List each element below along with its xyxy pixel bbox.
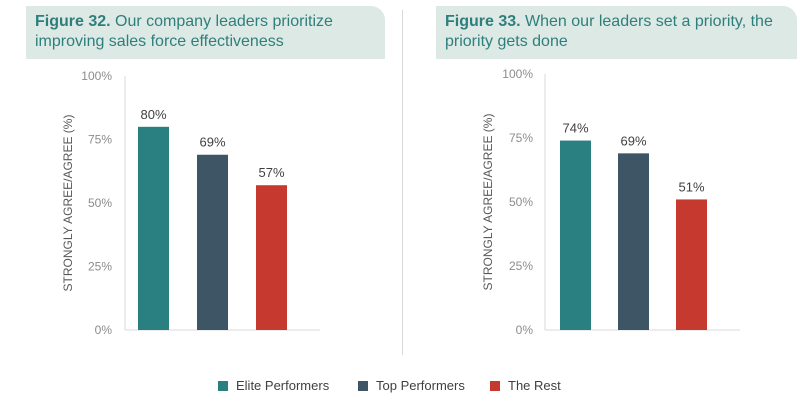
fig33-value-label-1: 74% [562, 121, 588, 136]
fig32-y-axis-label: STRONGLY AGREE/AGREE (%) [61, 115, 75, 292]
legend-swatch-rest [490, 380, 500, 391]
figure-33-number: Figure 33. [445, 13, 521, 30]
fig32-ytick-label: 0% [95, 323, 113, 337]
legend-item-elite: Elite Performers [218, 378, 329, 393]
legend-label-top: Top Performers [376, 378, 465, 393]
fig33-bar-2 [618, 153, 649, 330]
fig33-bar-1 [560, 140, 591, 330]
fig32-ytick-label: 100% [81, 69, 112, 83]
fig33-ytick-label: 0% [516, 323, 534, 337]
legend-swatch-top [358, 380, 368, 391]
fig33-ytick-label: 50% [509, 195, 533, 209]
fig32-value-label-3: 57% [258, 165, 284, 180]
fig32-ytick-label: 75% [88, 133, 112, 147]
legend-item-top: Top Performers [358, 378, 465, 393]
figure-32-title: Figure 32. Our company leaders prioritiz… [26, 6, 385, 59]
figure-32-number: Figure 32. [35, 13, 111, 30]
figure-33-title: Figure 33. When our leaders set a priori… [436, 6, 797, 59]
figure-33-chart: 0% 25% 50% 75% 100% STRONGLY AGREE/AGREE (%) 7… [481, 67, 740, 337]
fig32-bar-1 [138, 126, 169, 330]
legend-label-rest: The Rest [508, 378, 561, 393]
fig33-ytick-label: 100% [502, 67, 533, 81]
fig32-ytick-label: 50% [88, 196, 112, 210]
fig32-value-label-2: 69% [199, 135, 225, 150]
fig33-value-label-2: 69% [620, 133, 646, 148]
fig32-bar-3 [256, 185, 287, 330]
fig33-y-axis-label: STRONGLY AGREE/AGREE (%) [481, 114, 495, 291]
fig33-value-label-3: 51% [678, 179, 704, 194]
fig33-ytick-label: 75% [509, 131, 533, 145]
fig32-ytick-label: 25% [88, 260, 112, 274]
figure-32-chart: 0% 25% 50% 75% 100% STRONGLY AGREE/AGREE (%) 8… [61, 69, 320, 337]
chart-divider [402, 10, 403, 355]
figure-32-caption: Our company leaders prioritize improving… [35, 13, 333, 50]
legend: Elite Performers Top Performers The Rest [0, 378, 800, 398]
legend-label-elite: Elite Performers [236, 378, 330, 393]
figure-33-caption: When our leaders set a priority, the pri… [445, 13, 773, 50]
legend-item-rest: The Rest [490, 378, 561, 393]
fig32-value-label-1: 80% [140, 107, 166, 122]
fig33-bar-3 [676, 199, 707, 330]
fig33-ytick-label: 25% [509, 259, 533, 273]
legend-swatch-elite [218, 380, 228, 391]
fig32-bar-2 [197, 154, 228, 330]
